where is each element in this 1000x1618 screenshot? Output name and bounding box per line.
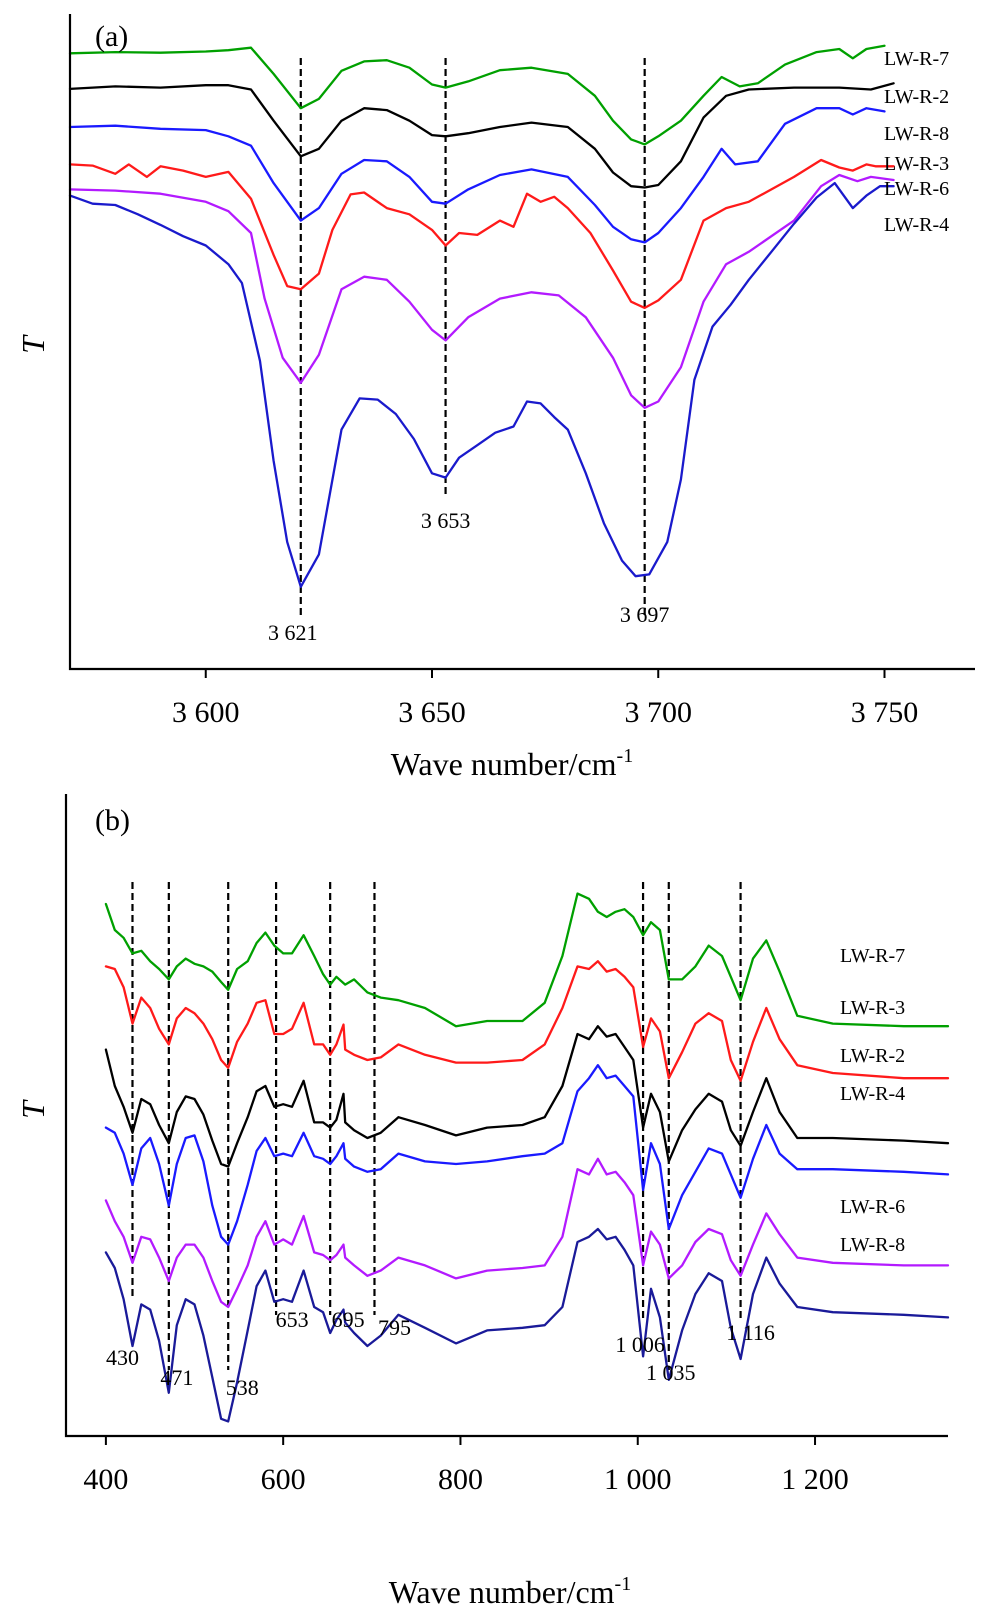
panel-a-chart: 3 600 3 650 3 700 3 750 LW-R-7LW-R-2LW-R-8L… (15, 14, 975, 782)
panel-b-series (104, 892, 950, 1423)
panel-a-series-lw-r-6 (68, 173, 895, 409)
panel-a-series-label: LW-R-7 (884, 48, 949, 70)
panel-b-peak-label: 430 (106, 1345, 139, 1370)
panel-a-series-lw-r-7 (68, 44, 886, 146)
panel-b-series-lw-r-8 (104, 1227, 950, 1423)
panel-a-x-tick-label: 3 750 (851, 696, 919, 729)
panel-a-series (68, 44, 895, 588)
panel-b-y-axis-title: T (15, 1099, 51, 1119)
panel-a-series-lw-r-3 (68, 158, 895, 310)
panel-b-x-tick-label: 1 200 (781, 1463, 849, 1496)
panel-a-series-label: LW-R-3 (884, 153, 949, 175)
panel-a-peak-label: 3 621 (268, 620, 318, 645)
panel-b-peak-label: 1 116 (726, 1320, 775, 1345)
panel-b-peak-label: 695 (332, 1307, 365, 1332)
panel-b-series-label: LW-R-7 (840, 945, 905, 967)
panel-a-ticks: 3 600 3 650 3 700 3 750 (172, 669, 918, 729)
panel-a-series-labels: LW-R-7 LW-R-2 LW-R-8 LW-R-3 LW-R-6 LW-R-4 (884, 48, 949, 236)
panel-b-series-label: LW-R-6 (840, 1196, 905, 1218)
panel-b-x-tick-label: 800 (438, 1463, 483, 1496)
panel-b-peak-label: 1 006 (615, 1332, 665, 1357)
panel-a-series-label: LW-R-6 (884, 178, 949, 200)
panel-a-markers (299, 58, 646, 618)
panel-a-x-tick-label: 3 700 (625, 696, 693, 729)
panel-a-x-tick-label: 3 600 (172, 696, 240, 729)
panel-b-peak-label: 795 (378, 1315, 411, 1340)
panel-b-series-lw-r-3 (104, 960, 950, 1082)
panel-b-peak-label: 471 (160, 1365, 193, 1390)
panel-b-x-tick-label: 1 000 (604, 1463, 672, 1496)
panel-a-axes (68, 14, 975, 671)
panel-a-y-axis-title: T (15, 334, 51, 354)
panel-b-markers (131, 882, 742, 1370)
panel-a-peak-label: 3 653 (421, 508, 471, 533)
panel-b-series-lw-r-7 (104, 892, 950, 1028)
panel-a-series-label: LW-R-4 (884, 214, 949, 236)
panel-b-peak-label: 1 035 (646, 1360, 696, 1385)
panel-b-series-label: LW-R-2 (840, 1045, 905, 1067)
panel-b-chart: 400 600 800 1 000 1 200 LW-R-7LW-R-3LW-R-2LW… (15, 794, 950, 1610)
panel-b-series-label: LW-R-3 (840, 997, 905, 1019)
panel-a-peak-label: 3 697 (620, 602, 670, 627)
panel-b-series-label: LW-R-8 (840, 1234, 905, 1256)
panel-b-peak-label: 653 (276, 1307, 309, 1332)
panel-b-series-label: LW-R-4 (840, 1083, 905, 1105)
panel-b-series-lw-r-2 (104, 1025, 950, 1168)
panel-a-series-label: LW-R-2 (884, 86, 949, 108)
panel-b-axes (64, 794, 948, 1438)
panel-b-series-lw-r-6 (104, 1157, 950, 1309)
panel-b-x-tick-label: 400 (83, 1463, 128, 1496)
panel-a-series-lw-r-2 (68, 82, 895, 189)
panel-a-letter: (a) (95, 20, 128, 53)
panel-b-ticks: 400 600 800 1 000 1 200 (83, 1436, 849, 1496)
panel-b-x-axis-title: Wave number/cm-1 (389, 1573, 631, 1610)
panel-a-marker-labels: 3 621 3 653 3 697 (268, 508, 669, 645)
panel-b-marker-labels: 430 471 538 653 695 795 1 006 1 035 1 116 (106, 1307, 775, 1400)
panel-b-x-tick-label: 600 (261, 1463, 306, 1496)
panel-b-letter: (b) (95, 804, 130, 837)
panel-a-series-label: LW-R-8 (884, 123, 949, 145)
panel-a-series-lw-r-8 (68, 107, 886, 244)
panel-b-peak-label: 538 (226, 1375, 259, 1400)
panel-a-x-axis-title: Wave number/cm-1 (391, 745, 633, 782)
panel-a-series-lw-r-4 (68, 181, 895, 588)
panel-a-x-tick-label: 3 650 (398, 696, 466, 729)
panel-b-series-labels: LW-R-7 LW-R-3 LW-R-2 LW-R-4 LW-R-6 LW-R-8 (840, 945, 905, 1256)
panel-b-series-lw-r-4 (104, 1064, 950, 1246)
